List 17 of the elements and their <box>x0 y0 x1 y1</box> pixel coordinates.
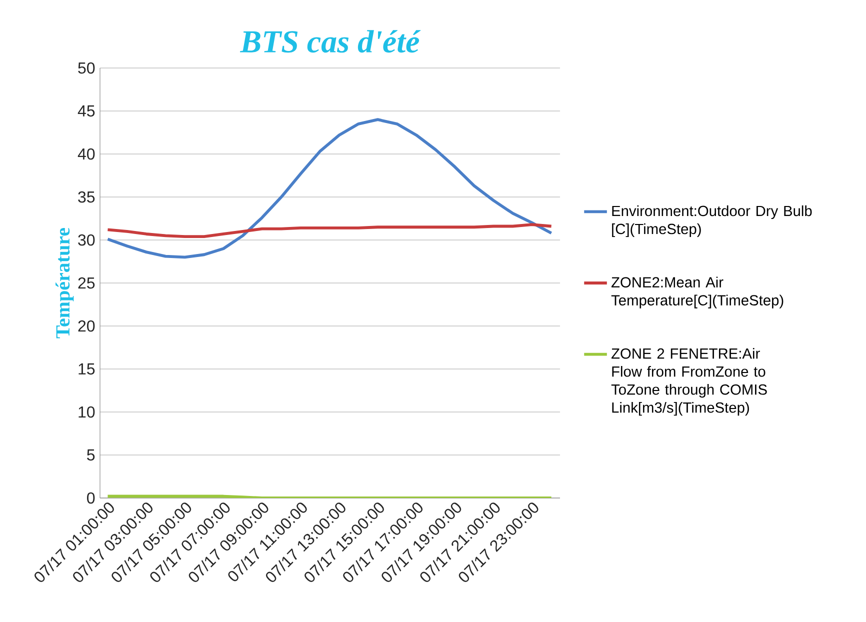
y-tick-label: 45 <box>78 105 95 117</box>
line-series <box>106 118 553 259</box>
y-tick-label: 15 <box>78 363 95 375</box>
y-tick-label: 0 <box>87 492 95 504</box>
y-tick-label: 20 <box>78 320 95 332</box>
y-tick-label: 25 <box>78 277 95 289</box>
y-tick-label: 10 <box>78 406 95 418</box>
y-tick-label: 35 <box>78 191 95 203</box>
legend-label: Environment:Outdoor Dry Bulb [C](TimeStep) <box>612 205 812 238</box>
y-axis-title: Température <box>56 228 74 338</box>
y-tick-label: 30 <box>78 234 95 246</box>
chart-title: BTS cas d'été <box>240 30 421 53</box>
y-tick-label: 5 <box>87 449 95 461</box>
legend-label: ZONE2:Mean Air Temperature[C](TimeStep) <box>611 276 784 308</box>
y-tick-label: 50 <box>78 62 95 74</box>
legend-label: ZONE 2 FENETRE:Air Flow from FromZone to ToZone through COMIS Link[m3/s](TimeStep) <box>611 348 767 416</box>
y-tick-label: 40 <box>78 148 95 160</box>
